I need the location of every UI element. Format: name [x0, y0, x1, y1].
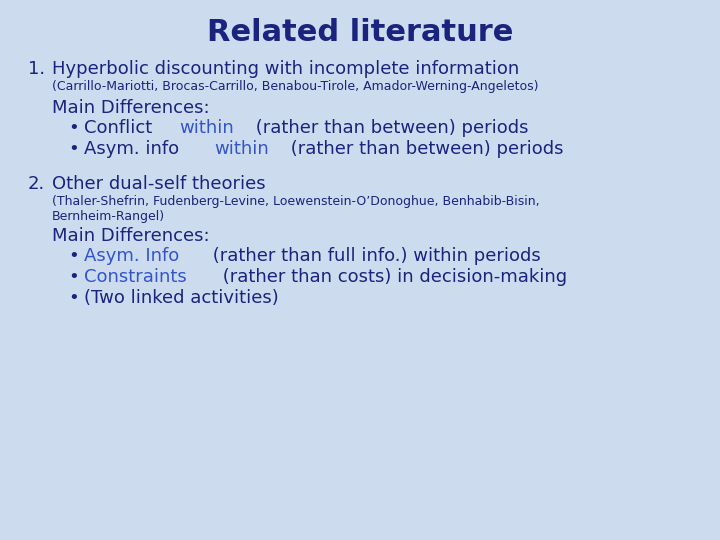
Text: 1.: 1. [28, 60, 45, 78]
Text: (rather than full info.) within periods: (rather than full info.) within periods [207, 247, 541, 265]
Text: •: • [68, 247, 78, 265]
Text: •: • [68, 140, 78, 158]
Text: (Carrillo-Mariotti, Brocas-Carrillo, Benabou-Tirole, Amador-Werning-Angeletos): (Carrillo-Mariotti, Brocas-Carrillo, Ben… [52, 80, 539, 93]
Text: Constraints: Constraints [84, 268, 186, 286]
Text: Conflict: Conflict [84, 119, 158, 137]
Text: within: within [179, 119, 234, 137]
Text: (Thaler-Shefrin, Fudenberg-Levine, Loewenstein-O’Donoghue, Benhabib-Bisin,: (Thaler-Shefrin, Fudenberg-Levine, Loewe… [52, 195, 539, 208]
Text: Asym. Info: Asym. Info [84, 247, 179, 265]
Text: Main Differences:: Main Differences: [52, 227, 210, 245]
Text: •: • [68, 289, 78, 307]
Text: (rather than costs) in decision-making: (rather than costs) in decision-making [217, 268, 567, 286]
Text: •: • [68, 268, 78, 286]
Text: Main Differences:: Main Differences: [52, 99, 210, 117]
Text: Hyperbolic discounting with incomplete information: Hyperbolic discounting with incomplete i… [52, 60, 519, 78]
Text: 2.: 2. [28, 175, 45, 193]
Text: Bernheim-Rangel): Bernheim-Rangel) [52, 210, 165, 223]
Text: (rather than between) periods: (rather than between) periods [250, 119, 528, 137]
Text: •: • [68, 119, 78, 137]
Text: within: within [214, 140, 269, 158]
Text: Other dual-self theories: Other dual-self theories [52, 175, 266, 193]
Text: (rather than between) periods: (rather than between) periods [285, 140, 563, 158]
Text: Related literature: Related literature [207, 18, 513, 47]
Text: Asym. info: Asym. info [84, 140, 185, 158]
Text: (Two linked activities): (Two linked activities) [84, 289, 279, 307]
